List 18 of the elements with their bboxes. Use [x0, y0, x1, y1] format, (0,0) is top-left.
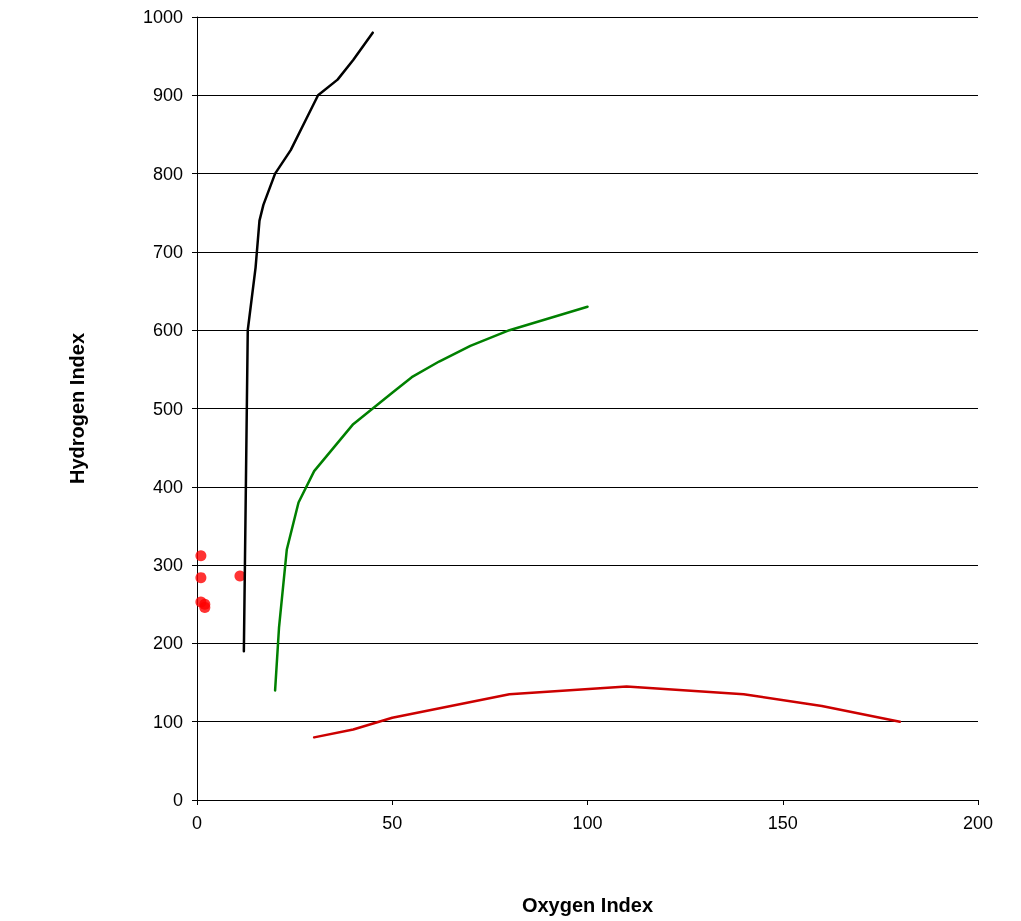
y-tick-label: 400 — [152, 476, 183, 497]
y-tick-label: 900 — [152, 85, 183, 106]
x-tick-label: 150 — [767, 813, 798, 833]
y-tick-label: 600 — [152, 320, 183, 341]
x-tick-label: 200 — [962, 813, 994, 833]
y-axis-title: Hydrogen Index — [66, 332, 88, 485]
x-tick-label: 50 — [382, 813, 403, 833]
y-tick-label: 200 — [152, 633, 183, 654]
y-tick-label: 100 — [152, 711, 183, 732]
y-tick-label: 800 — [152, 163, 183, 184]
x-axis-title: Oxygen Index — [521, 894, 654, 916]
x-tick-label: 100 — [572, 813, 603, 833]
y-tick-label: 1000 — [142, 7, 183, 27]
x-tick-label: 0 — [191, 813, 203, 833]
y-tick-label: 500 — [152, 398, 183, 419]
y-tick-label: 0 — [172, 790, 183, 810]
y-tick-label: 700 — [152, 241, 183, 262]
y-tick-label: 300 — [152, 555, 183, 576]
